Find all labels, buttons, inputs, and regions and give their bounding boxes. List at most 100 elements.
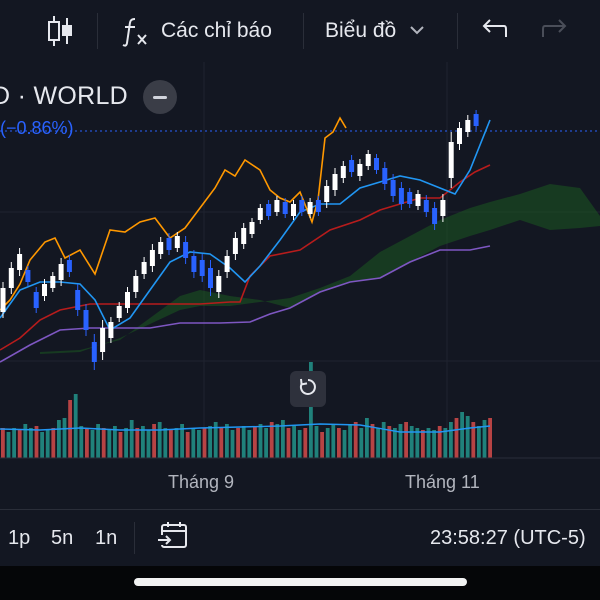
- candle-body: [17, 254, 23, 270]
- chart-legend: D · WORLD: [0, 78, 128, 114]
- candle-body: [91, 342, 97, 362]
- candle-body: [83, 310, 89, 330]
- volume-bar: [381, 422, 386, 458]
- candlestick-icon[interactable]: [46, 0, 74, 62]
- interval-5n[interactable]: 5n: [51, 526, 74, 549]
- volume-bar: [292, 426, 296, 458]
- volume-bar: [157, 422, 162, 458]
- volume-bar: [113, 426, 117, 458]
- candle-body: [340, 166, 346, 178]
- bottom-divider: [134, 522, 135, 554]
- toolbar-divider: [303, 13, 304, 49]
- volume-bar: [230, 430, 235, 458]
- candle-body: [166, 238, 172, 250]
- calendar-arrow-icon: [157, 520, 189, 556]
- volume-bar: [17, 430, 22, 458]
- redo-icon: [541, 17, 569, 46]
- volume-bar: [482, 420, 487, 458]
- candle-body: [208, 268, 213, 288]
- chart-type-dropdown[interactable]: Biểu đồ: [325, 0, 424, 62]
- volume-bar: [253, 426, 257, 458]
- candle-body: [33, 292, 39, 308]
- volume-bar: [225, 424, 229, 458]
- volume-bar: [376, 428, 380, 458]
- volume-bar: [247, 430, 252, 458]
- candle-body: [216, 276, 222, 292]
- volume-bar: [73, 394, 78, 458]
- candle-body: [324, 186, 330, 202]
- volume-bar: [421, 430, 425, 458]
- candle-body: [299, 200, 305, 212]
- volume-bar: [6, 432, 11, 458]
- volume-bar: [309, 362, 313, 458]
- price-chart[interactable]: [0, 62, 600, 466]
- timezone-clock[interactable]: 23:58:27 (UTC-5): [430, 526, 586, 549]
- candle-body: [365, 154, 371, 166]
- interval-1p[interactable]: 1p: [8, 526, 31, 549]
- volume-bar: [342, 430, 347, 458]
- candle-body: [116, 306, 122, 318]
- undo-button[interactable]: [480, 0, 508, 62]
- volume-bar: [398, 424, 403, 458]
- candle-body: [307, 202, 313, 214]
- volume-bar: [426, 428, 431, 458]
- volume-bar: [152, 424, 156, 458]
- collapse-legend-button[interactable]: [143, 80, 177, 114]
- volume-bar: [191, 428, 196, 458]
- candle-body: [224, 256, 230, 272]
- candle-body: [274, 200, 280, 212]
- volume-bar: [185, 432, 190, 458]
- symbol-label[interactable]: D · WORLD: [0, 81, 129, 110]
- candle-body: [266, 204, 272, 216]
- volume-bar: [365, 418, 369, 458]
- volume-bar: [443, 428, 448, 458]
- volume-ma-line: [0, 423, 491, 433]
- volume-bar: [275, 424, 280, 458]
- volume-bar: [437, 426, 442, 458]
- candle-body: [149, 250, 155, 266]
- candle-body: [241, 228, 247, 244]
- volume-bar: [23, 424, 28, 458]
- candle-body: [357, 164, 363, 176]
- volume-bar: [101, 428, 106, 458]
- volume-bar: [488, 418, 492, 458]
- bottom-bar: 1p 5n 1n 23:58:27 (UTC-5): [0, 510, 600, 566]
- conversion-line: [0, 119, 491, 332]
- volume-bar: [118, 432, 123, 458]
- volume-bar: [303, 428, 308, 458]
- redo-button[interactable]: [541, 0, 569, 62]
- candle-body: [8, 268, 14, 288]
- minus-icon: [153, 95, 167, 99]
- volume-bar: [454, 418, 459, 458]
- volume-bar: [449, 422, 453, 458]
- volume-bar: [45, 430, 50, 458]
- volume-bar: [197, 430, 201, 458]
- x-axis-label-sep: Tháng 9: [168, 472, 235, 492]
- reset-chart-button[interactable]: [290, 371, 326, 407]
- volume-bar: [96, 424, 100, 458]
- candle-body: [382, 168, 388, 184]
- indicators-button[interactable]: Các chỉ báo: [120, 0, 272, 62]
- volume-bar: [1, 428, 5, 458]
- volume-bar: [241, 426, 246, 458]
- toolbar-divider: [457, 13, 458, 49]
- go-to-date-button[interactable]: [157, 510, 189, 566]
- volume-bar: [51, 428, 56, 458]
- candle-body: [141, 262, 147, 274]
- volume-bar: [387, 426, 392, 458]
- volume-bar: [12, 428, 16, 458]
- volume-bars: [1, 362, 492, 458]
- volume-bar: [314, 426, 319, 458]
- candle-body: [257, 208, 263, 220]
- interval-1n[interactable]: 1n: [95, 526, 118, 549]
- candle-body: [183, 242, 189, 258]
- candle-body: [390, 180, 396, 196]
- candle-body: [415, 194, 421, 206]
- candle-body: [58, 264, 64, 280]
- volume-bar: [471, 422, 476, 458]
- indicators-label: Các chỉ báo: [161, 19, 272, 42]
- volume-bar: [337, 428, 341, 458]
- volume-bar: [286, 428, 291, 458]
- candle-body: [25, 270, 31, 282]
- volume-bar: [90, 430, 95, 458]
